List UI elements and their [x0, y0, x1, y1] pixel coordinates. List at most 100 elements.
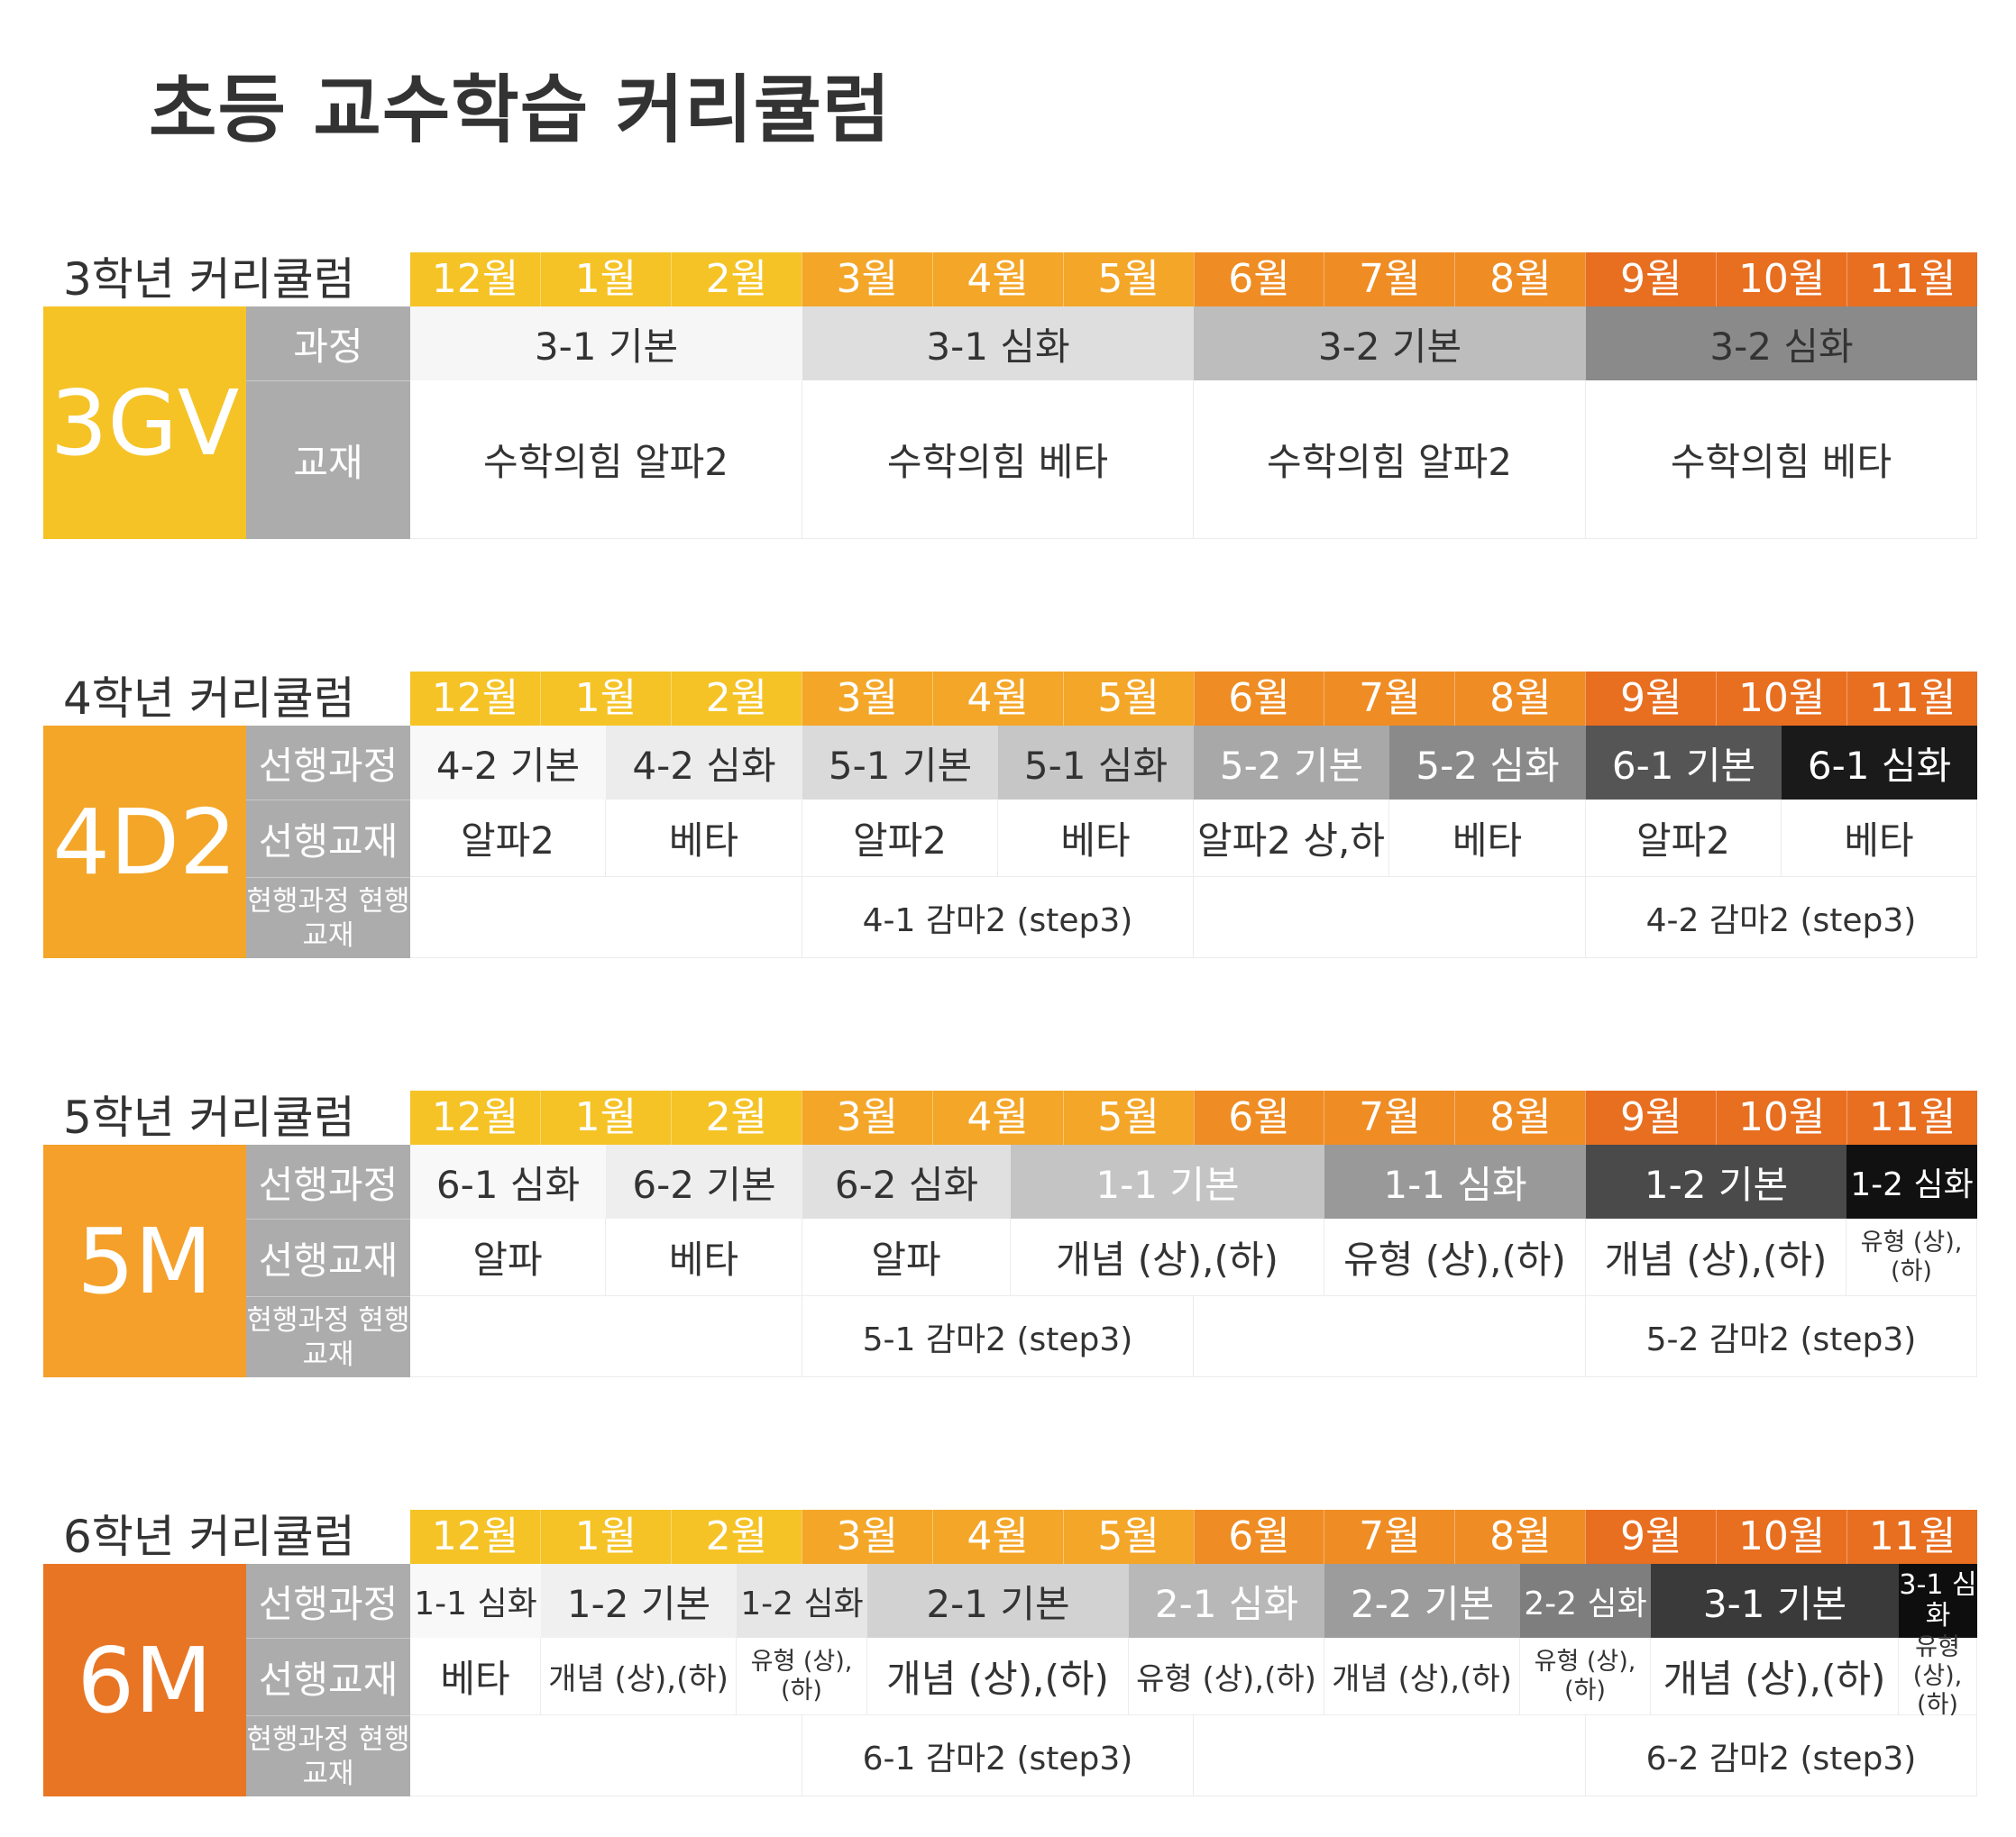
current-course-cell: 5-1 감마2 (step3) [802, 1296, 1194, 1377]
grade-code: 6M [43, 1564, 246, 1796]
curriculum-section: 5학년 커리큘럼 12월 1월 2월 3월 4월 5월 6월 7월 8월 9월 10월 11월 5M 선행과… [43, 1091, 1978, 1377]
month-cell: 10월 [1716, 1510, 1847, 1564]
month-cell: 6월 [1193, 1510, 1324, 1564]
textbook-cell: 베타 [410, 1638, 541, 1715]
month-cell: 7월 [1324, 672, 1455, 726]
month-cell: 9월 [1585, 1510, 1717, 1564]
course-cell: 1-2 기본 [541, 1564, 737, 1638]
current-course-cell: 6-2 감마2 (step3) [1586, 1715, 1977, 1796]
textbook-cell: 베타 [606, 1219, 802, 1296]
grade-code: 5M [43, 1145, 246, 1377]
month-cell: 1월 [539, 252, 671, 306]
current-course-cell [410, 877, 802, 958]
course-cell: 6-2 기본 [606, 1145, 802, 1219]
month-cell: 12월 [410, 252, 540, 306]
month-cell: 2월 [670, 672, 802, 726]
curriculum-grid: 6-1 심화 6-2 기본 6-2 심화 1-1 기본 1-1 심화 1-2 기본 1-2 … [410, 1145, 1977, 1377]
month-header: 12월 1월 2월 3월 4월 5월 6월 7월 8월 9월 10월 11월 [410, 672, 1978, 726]
textbook-cell: 알파 [802, 1219, 1011, 1296]
month-cell: 3월 [801, 672, 932, 726]
section-title: 5학년 커리큘럼 [63, 1092, 355, 1144]
month-cell: 6월 [1193, 672, 1324, 726]
course-cell: 1-1 심화 [1324, 1145, 1586, 1219]
month-cell: 11월 [1846, 1510, 1978, 1564]
month-cell: 12월 [410, 672, 540, 726]
course-cell: 3-1 심화 [802, 306, 1194, 380]
course-cell: 1-2 심화 [737, 1564, 867, 1638]
current-course-cell: 4-2 감마2 (step3) [1586, 877, 1977, 958]
month-cell: 9월 [1585, 672, 1717, 726]
course-cell: 1-1 심화 [410, 1564, 541, 1638]
course-cell: 1-2 기본 [1586, 1145, 1846, 1219]
month-cell: 3월 [801, 1510, 932, 1564]
row-label: 선행과정 [258, 1581, 399, 1626]
month-cell: 4월 [931, 1091, 1063, 1145]
course-cell: 6-1 기본 [1586, 726, 1782, 800]
month-cell: 10월 [1716, 672, 1847, 726]
textbook-cell: 베타 [606, 800, 802, 877]
course-cell: 3-1 기본 [1651, 1564, 1899, 1638]
row-label: 현행과정 현행교재 [246, 1296, 410, 1377]
month-cell: 10월 [1716, 252, 1847, 306]
textbook-cell: 알파2 상,하 [1194, 800, 1389, 877]
course-cell: 5-2 기본 [1194, 726, 1389, 800]
curriculum-grid: 4-2 기본 4-2 심화 5-1 기본 5-1 심화 5-2 기본 5-2 심화 6-1 … [410, 726, 1977, 958]
textbook-cell: 베타 [1782, 800, 1977, 877]
month-cell: 12월 [410, 1510, 540, 1564]
current-course-cell [410, 1296, 802, 1377]
month-cell: 8월 [1454, 252, 1586, 306]
month-cell: 5월 [1062, 672, 1194, 726]
textbook-cell: 베타 [1389, 800, 1586, 877]
textbook-cell: 개념 (상),(하) [541, 1638, 737, 1715]
textbook-cell: 개념 (상),(하) [867, 1638, 1129, 1715]
month-cell: 5월 [1062, 1091, 1194, 1145]
row-label: 선행과정 [258, 1162, 399, 1207]
course-cell: 2-2 심화 [1520, 1564, 1651, 1638]
course-cell: 5-1 심화 [998, 726, 1194, 800]
course-cell: 6-1 심화 [410, 1145, 606, 1219]
month-cell: 8월 [1454, 1510, 1586, 1564]
textbook-cell: 개념 (상),(하) [1651, 1638, 1899, 1715]
textbook-cell: 개념 (상),(하) [1586, 1219, 1846, 1296]
page-title: 초등 교수학습 커리큘럼 [149, 68, 892, 153]
month-cell: 11월 [1846, 1091, 1978, 1145]
course-cell: 2-1 기본 [867, 1564, 1129, 1638]
month-cell: 3월 [801, 1091, 932, 1145]
textbook-cell: 유형 (상),(하) [1520, 1638, 1651, 1715]
month-cell: 2월 [670, 1510, 802, 1564]
month-cell: 12월 [410, 1091, 540, 1145]
current-course-cell: 6-1 감마2 (step3) [802, 1715, 1194, 1796]
curriculum-section: 6학년 커리큘럼 12월 1월 2월 3월 4월 5월 6월 7월 8월 9월 10월 11월 6M 선행과… [43, 1510, 1978, 1796]
current-course-cell [1194, 1715, 1586, 1796]
month-cell: 11월 [1846, 252, 1978, 306]
textbook-cell: 개념 (상),(하) [1324, 1638, 1520, 1715]
current-course-cell [1194, 1296, 1586, 1377]
textbook-cell: 유형 (상),(하) [1129, 1638, 1324, 1715]
month-header: 12월 1월 2월 3월 4월 5월 6월 7월 8월 9월 10월 11월 [410, 1091, 1978, 1145]
textbook-cell: 알파 [410, 1219, 606, 1296]
current-course-cell: 5-2 감마2 (step3) [1586, 1296, 1977, 1377]
row-labels: 선행과정 선행교재 현행과정 현행교재 [246, 1564, 410, 1796]
month-header: 12월 1월 2월 3월 4월 5월 6월 7월 8월 9월 10월 11월 [410, 1510, 1978, 1564]
current-course-cell [410, 1715, 802, 1796]
month-header: 12월 1월 2월 3월 4월 5월 6월 7월 8월 9월 10월 11월 [410, 252, 1978, 306]
course-cell: 3-1 기본 [410, 306, 802, 380]
month-cell: 7월 [1324, 1091, 1455, 1145]
month-cell: 1월 [539, 1510, 671, 1564]
curriculum-grid: 3-1 기본 3-1 심화 3-2 기본 3-2 심화 수학의힘 알파2 수학의힘 베타 수… [410, 306, 1977, 539]
textbook-cell: 개념 (상),(하) [1011, 1219, 1324, 1296]
textbook-cell: 유형 (상),(하) [737, 1638, 867, 1715]
row-labels: 선행과정 선행교재 현행과정 현행교재 [246, 1145, 410, 1377]
textbook-cell: 유형 (상),(하) [1899, 1633, 1977, 1719]
section-title: 6학년 커리큘럼 [63, 1511, 355, 1563]
textbook-cell: 유형 (상),(하) [1324, 1219, 1586, 1296]
course-cell: 4-2 심화 [606, 726, 802, 800]
course-cell: 2-2 기본 [1324, 1564, 1520, 1638]
textbook-cell: 수학의힘 알파2 [1194, 380, 1586, 539]
month-cell: 2월 [670, 1091, 802, 1145]
month-cell: 4월 [931, 1510, 1063, 1564]
row-label: 선행교재 [246, 800, 410, 877]
course-cell: 3-1 심화 [1899, 1564, 1977, 1638]
month-cell: 4월 [931, 252, 1063, 306]
row-label: 교재 [246, 380, 410, 539]
